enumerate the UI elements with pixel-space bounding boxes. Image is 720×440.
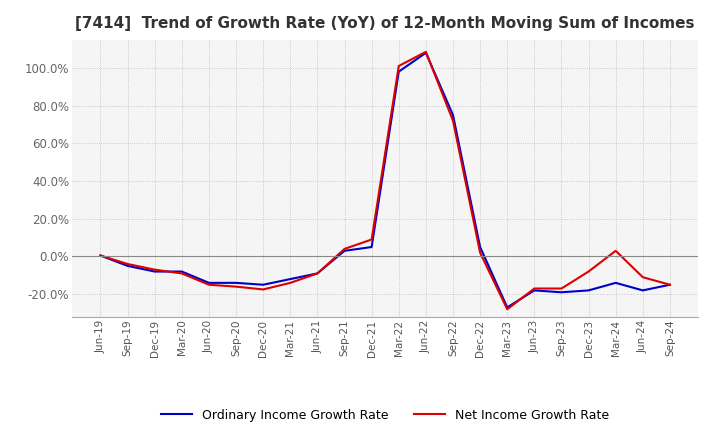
Ordinary Income Growth Rate xyxy=(476,244,485,249)
Net Income Growth Rate xyxy=(611,248,620,253)
Ordinary Income Growth Rate xyxy=(313,271,322,276)
Net Income Growth Rate xyxy=(286,280,294,286)
Net Income Growth Rate xyxy=(665,282,674,287)
Net Income Growth Rate xyxy=(259,287,268,292)
Net Income Growth Rate xyxy=(232,284,240,289)
Ordinary Income Growth Rate xyxy=(367,244,376,249)
Net Income Growth Rate xyxy=(476,250,485,255)
Ordinary Income Growth Rate xyxy=(611,280,620,286)
Net Income Growth Rate xyxy=(204,282,213,287)
Ordinary Income Growth Rate xyxy=(341,248,349,253)
Ordinary Income Growth Rate xyxy=(421,50,430,55)
Net Income Growth Rate xyxy=(503,307,511,312)
Ordinary Income Growth Rate xyxy=(259,282,268,287)
Net Income Growth Rate xyxy=(178,271,186,276)
Net Income Growth Rate xyxy=(150,267,159,272)
Ordinary Income Growth Rate xyxy=(584,288,593,293)
Net Income Growth Rate xyxy=(313,271,322,276)
Net Income Growth Rate xyxy=(395,63,403,69)
Ordinary Income Growth Rate xyxy=(665,282,674,287)
Ordinary Income Growth Rate xyxy=(96,253,105,258)
Net Income Growth Rate xyxy=(557,286,566,291)
Ordinary Income Growth Rate xyxy=(395,69,403,74)
Net Income Growth Rate xyxy=(584,269,593,274)
Net Income Growth Rate xyxy=(449,118,457,123)
Line: Net Income Growth Rate: Net Income Growth Rate xyxy=(101,52,670,309)
Ordinary Income Growth Rate xyxy=(150,269,159,274)
Title: [7414]  Trend of Growth Rate (YoY) of 12-Month Moving Sum of Incomes: [7414] Trend of Growth Rate (YoY) of 12-… xyxy=(76,16,695,32)
Net Income Growth Rate xyxy=(530,286,539,291)
Net Income Growth Rate xyxy=(341,246,349,252)
Net Income Growth Rate xyxy=(96,253,105,258)
Ordinary Income Growth Rate xyxy=(123,263,132,268)
Net Income Growth Rate xyxy=(367,237,376,242)
Ordinary Income Growth Rate xyxy=(530,288,539,293)
Ordinary Income Growth Rate xyxy=(204,280,213,286)
Legend: Ordinary Income Growth Rate, Net Income Growth Rate: Ordinary Income Growth Rate, Net Income … xyxy=(156,404,614,427)
Ordinary Income Growth Rate xyxy=(178,269,186,274)
Ordinary Income Growth Rate xyxy=(557,290,566,295)
Ordinary Income Growth Rate xyxy=(639,288,647,293)
Ordinary Income Growth Rate xyxy=(232,280,240,286)
Ordinary Income Growth Rate xyxy=(449,112,457,117)
Ordinary Income Growth Rate xyxy=(286,276,294,282)
Net Income Growth Rate xyxy=(421,49,430,55)
Ordinary Income Growth Rate xyxy=(503,305,511,310)
Net Income Growth Rate xyxy=(123,261,132,267)
Net Income Growth Rate xyxy=(639,275,647,280)
Line: Ordinary Income Growth Rate: Ordinary Income Growth Rate xyxy=(101,53,670,308)
